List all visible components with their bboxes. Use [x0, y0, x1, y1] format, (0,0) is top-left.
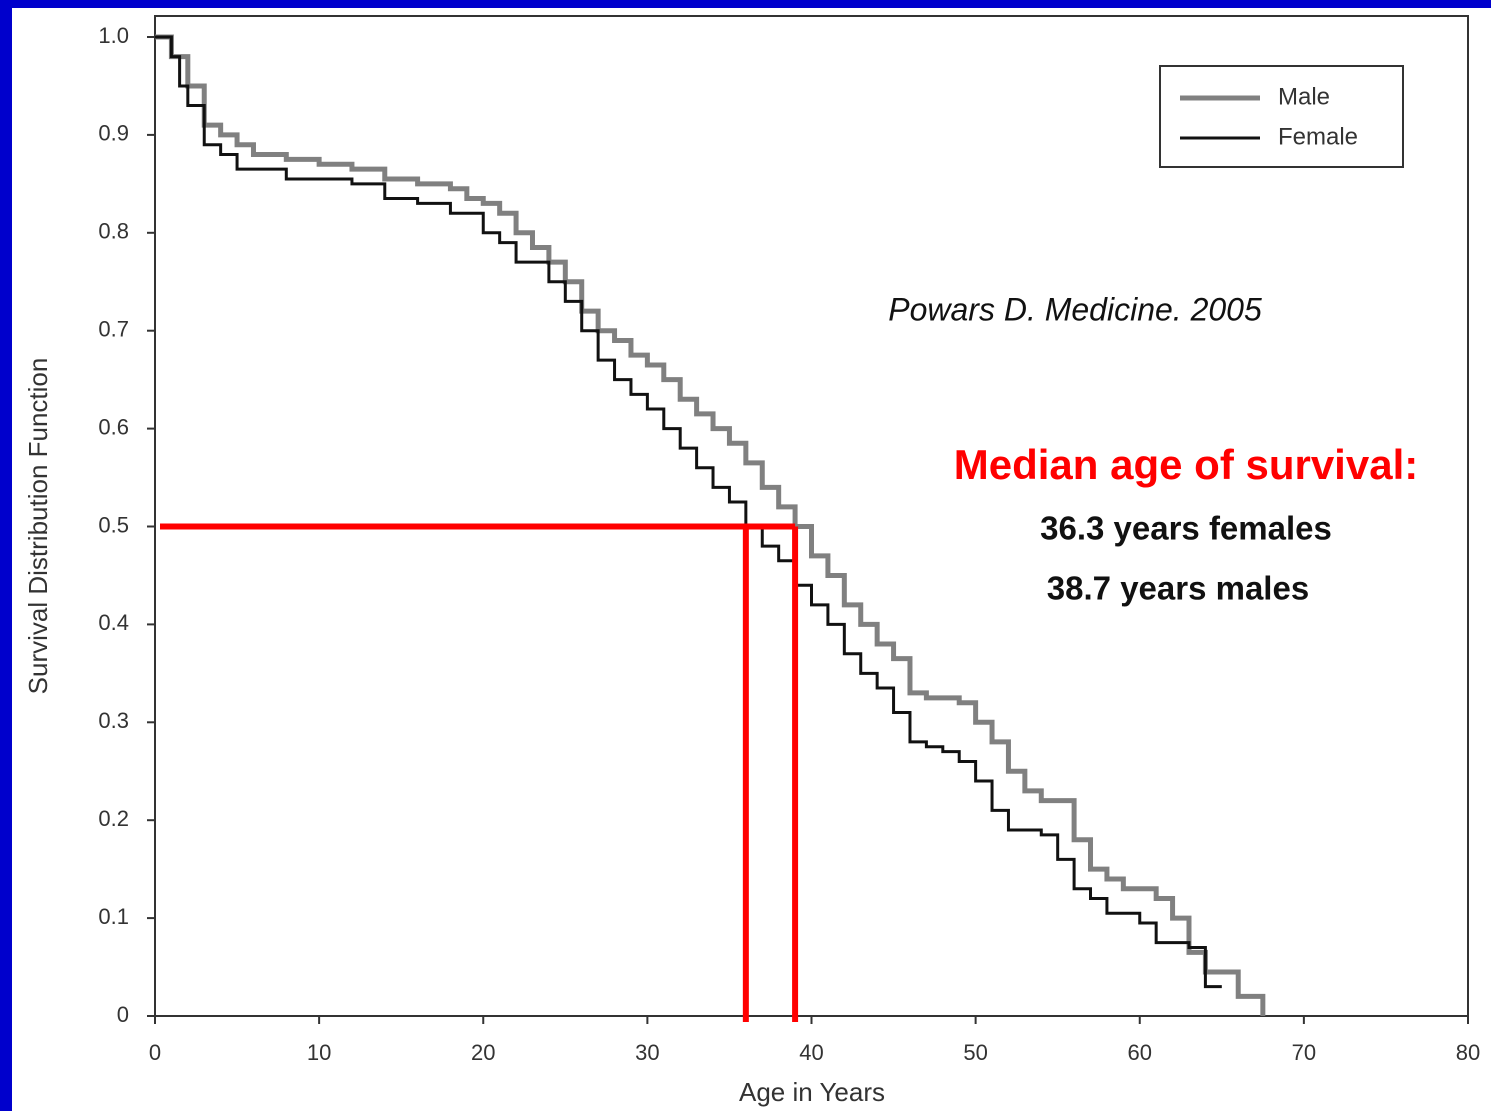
x-tick-label: 20	[471, 1040, 495, 1065]
legend-label: Female	[1278, 123, 1358, 150]
x-tick-label: 50	[963, 1040, 987, 1065]
legend-box	[1159, 65, 1404, 168]
chart-area	[12, 8, 1491, 1111]
y-tick-label: 1.0	[98, 23, 129, 48]
annotation: 38.7 years males	[1047, 570, 1309, 607]
survival-curve	[155, 35, 1222, 989]
y-tick-label: 0.8	[98, 219, 129, 244]
y-tick-label: 0.6	[98, 414, 129, 439]
x-tick-label: 0	[149, 1040, 161, 1065]
x-tick-label: 80	[1456, 1040, 1480, 1065]
y-tick-label: 0.5	[98, 512, 129, 537]
y-tick-label: 0.3	[98, 708, 129, 733]
x-tick-label: 70	[1292, 1040, 1316, 1065]
annotation-title: Median age of survival:	[954, 441, 1418, 488]
y-tick-label: 0	[117, 1002, 129, 1027]
y-tick-label: 0.7	[98, 317, 129, 342]
x-tick-label: 60	[1128, 1040, 1152, 1065]
legend-label: Male	[1278, 83, 1330, 110]
y-tick-label: 0.2	[98, 806, 129, 831]
x-axis-label: Age in Years	[739, 1077, 885, 1107]
y-tick-label: 0.9	[98, 121, 129, 146]
y-axis-label: Survival Distribution Function	[23, 358, 53, 695]
x-tick-label: 30	[635, 1040, 659, 1065]
survival-curve	[155, 34, 1266, 1016]
annotation: 36.3 years females	[1040, 510, 1332, 547]
x-tick-label: 40	[799, 1040, 823, 1065]
y-tick-label: 0.1	[98, 904, 129, 929]
x-tick-label: 10	[307, 1040, 331, 1065]
citation: Powars D. Medicine. 2005	[888, 291, 1262, 327]
y-tick-label: 0.4	[98, 610, 129, 635]
